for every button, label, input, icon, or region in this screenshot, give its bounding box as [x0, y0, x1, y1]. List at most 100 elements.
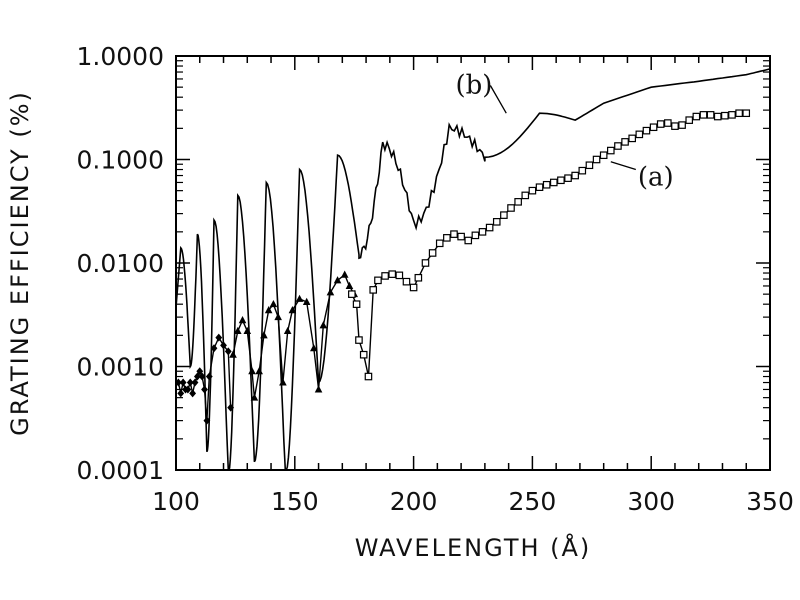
series-a-marker-square [578, 166, 587, 175]
series-a-marker-square [621, 138, 629, 146]
series-a-marker-triangle [314, 385, 323, 393]
series-a-leader-line [610, 161, 637, 171]
series-a-marker-square [450, 230, 458, 238]
series-a-marker-square [388, 270, 397, 278]
series-a-marker-square [607, 146, 615, 155]
series-a-marker-triangle [274, 312, 282, 321]
x-tick-label: 250 [509, 487, 557, 516]
series-a-marker-triangle [302, 297, 311, 305]
series-a-marker-square [421, 259, 430, 267]
series-a-marker-square [742, 109, 751, 118]
series-a-marker-triangle [345, 281, 354, 289]
series-a-marker-square [457, 232, 465, 241]
series-a-marker-square [507, 204, 515, 212]
series-a-marker-triangle [295, 294, 304, 302]
series-a-marker-square [685, 116, 694, 124]
series-a-label: (a) [638, 163, 674, 193]
series-a-marker-square [599, 151, 608, 160]
series-a-marker-triangle [264, 305, 273, 314]
series-a-marker-square [564, 174, 572, 182]
series-a-marker-diamond [186, 378, 194, 387]
series-a-marker-square [528, 186, 537, 195]
series-a-marker-triangle [260, 331, 268, 339]
series-a-marker-diamond [220, 341, 227, 350]
series-a-marker-square [478, 228, 487, 236]
series-a-marker-diamond [198, 372, 206, 381]
series-a-marker-triangle [248, 367, 256, 375]
series-a-marker-square [585, 161, 594, 170]
series-a-marker-triangle [269, 299, 278, 308]
series-a-marker-square [592, 155, 601, 164]
series-a-marker-square [500, 211, 508, 219]
series-a-marker-square [735, 109, 743, 118]
series-a-marker-diamond [224, 347, 232, 356]
series-a-marker-diamond [189, 389, 197, 398]
series-a-marker-diamond [215, 333, 223, 342]
annotation-layer: (b) (a) [455, 70, 673, 192]
series-a-marker-square [348, 290, 356, 298]
series-a-marker-triangle [288, 305, 297, 314]
y-tick-label: 0.1000 [77, 146, 164, 175]
series-a-marker-square [359, 350, 368, 359]
series-a-marker-square [542, 180, 551, 189]
series-a-marker-square [656, 120, 665, 128]
series-a-marker-square [571, 171, 579, 180]
y-axis-title: GRATING EFFICIENCY (%) [6, 90, 34, 436]
x-tick-label: 150 [271, 487, 319, 516]
y-tick-label: 0.0010 [77, 353, 164, 382]
x-tick-label: 350 [746, 487, 794, 516]
series-a-marker-diamond [193, 372, 201, 381]
series-a-marker-diamond [191, 378, 199, 387]
series-a-marker-square [713, 112, 722, 121]
series-a-marker-diamond [205, 372, 213, 381]
series-a-marker-diamond [203, 416, 211, 425]
series-a-marker-triangle [283, 326, 292, 335]
series-a-marker-diamond [184, 385, 192, 394]
series-b-leader-line [489, 85, 507, 114]
series-a-marker-square [514, 198, 522, 206]
series-a-line-segment [232, 273, 355, 398]
series-a-marker-square [409, 283, 418, 292]
series-a-marker-square [664, 119, 672, 127]
series-a-marker-square [414, 273, 423, 282]
x-tick-label: 100 [152, 487, 200, 516]
series-a-marker-square [557, 176, 565, 185]
series-a-marker-square [642, 126, 651, 135]
series-a-marker-square [435, 239, 444, 248]
series-a-marker-square [395, 271, 404, 280]
x-tick-label: 200 [390, 487, 438, 516]
series-a-marker-square [369, 286, 378, 294]
series-a-marker-square [521, 191, 530, 200]
series-a-marker-square [628, 134, 636, 143]
series-a-marker-square [381, 272, 389, 280]
series-a-marker-triangle [319, 321, 328, 329]
y-tick-label: 0.0100 [77, 249, 164, 278]
series-a-marker-square [721, 111, 729, 120]
series-layer [174, 68, 771, 471]
series-a-marker-square [374, 276, 382, 285]
series-a-marker-square [402, 277, 411, 286]
series-a-marker-square [699, 111, 708, 119]
series-a-marker-triangle [340, 270, 349, 278]
series-a-marker-diamond [227, 403, 235, 412]
series-a-marker-square [352, 300, 361, 308]
x-axis-title: WAVELENGTH (Å) [355, 533, 592, 562]
series-a-marker-triangle [326, 288, 335, 296]
series-a-marker-triangle [279, 378, 287, 386]
series-a-marker-square [706, 111, 715, 119]
series-a-marker-diamond [201, 385, 208, 394]
series-a-marker-triangle [233, 326, 242, 335]
series-b-label: (b) [455, 70, 492, 100]
series-a-marker-square [649, 123, 658, 132]
series-a-marker-diamond [179, 378, 187, 387]
series-a-marker-triangle [250, 393, 259, 401]
series-a-marker-diamond [210, 344, 218, 353]
series-a-marker-square [535, 183, 544, 191]
series-a-marker-square [485, 223, 494, 232]
y-tick-label: 1.0000 [77, 42, 164, 71]
series-a-marker-square [443, 234, 451, 242]
series-a-marker-diamond [177, 389, 185, 398]
y-tick-label: 0.0001 [77, 456, 164, 485]
series-a-marker-triangle [243, 326, 252, 335]
